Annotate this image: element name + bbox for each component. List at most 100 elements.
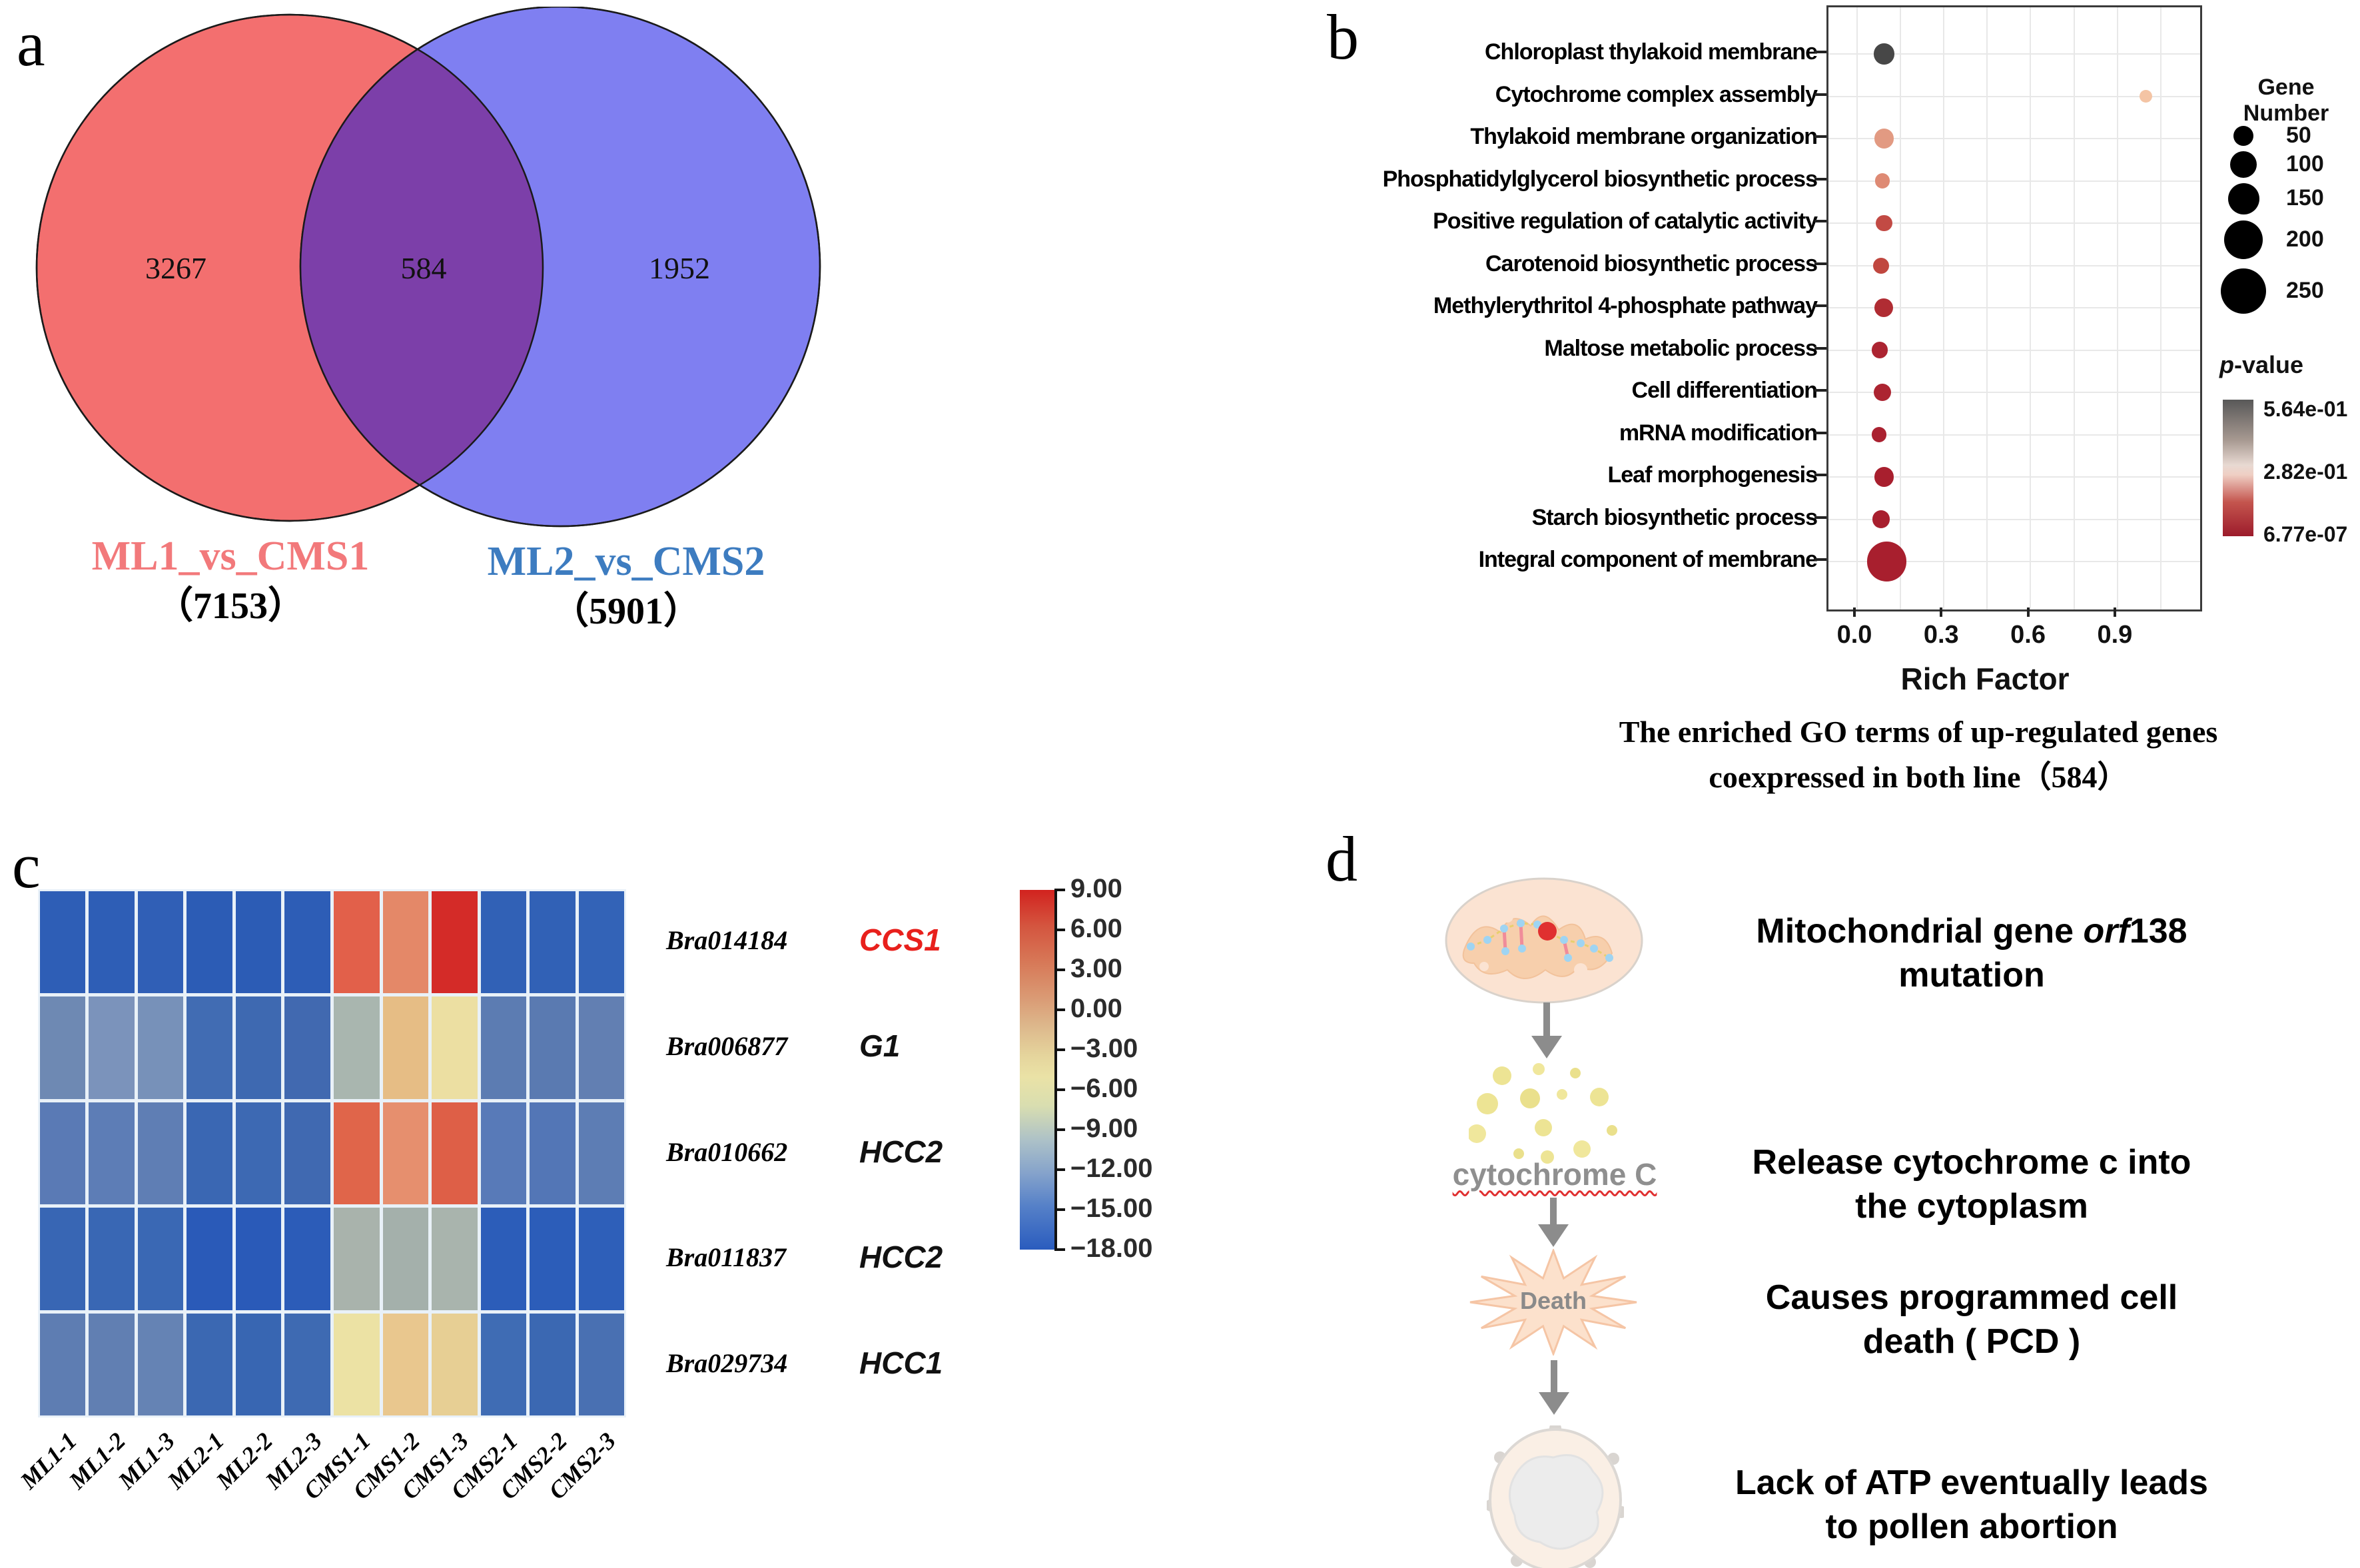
- y-axis-tick: [1814, 177, 1826, 181]
- heatmap-cell: [137, 1208, 184, 1310]
- panel-b-caption-line2: coexpressed in both line（584）: [1709, 760, 2128, 794]
- cytochrome-c-label: cytochrome C: [1452, 1157, 1657, 1192]
- heatmap-cell: [235, 891, 282, 994]
- y-axis-tick: [1814, 51, 1826, 53]
- heatmap-cell: [432, 1102, 478, 1205]
- heatmap-cell: [187, 1313, 232, 1416]
- heatmap-cell: [334, 1313, 380, 1416]
- y-axis-tick: [1814, 220, 1826, 222]
- heatmap-cell: [137, 891, 184, 994]
- heatmap-cell: [432, 1313, 478, 1416]
- go-term-dot: [1872, 257, 1889, 274]
- heatmap-cell: [334, 996, 380, 1099]
- y-axis-tick: [1814, 474, 1826, 476]
- heatmap-cell: [187, 1102, 232, 1205]
- pvalue-tick-mid: 2.82e-01: [2263, 460, 2348, 484]
- heatmap-cell: [284, 1208, 330, 1310]
- heatmap-cell: [39, 996, 86, 1099]
- gridline-horizontal: [1828, 95, 2200, 97]
- heatmap-cell: [89, 996, 135, 1099]
- flow-arrow-1: [1543, 1002, 1550, 1037]
- heatmap-cell: [432, 891, 478, 994]
- y-axis-tick: [1814, 304, 1826, 307]
- colorbar-tick-label: −6.00: [1070, 1074, 1138, 1103]
- colorbar-tick-label: 6.00: [1070, 914, 1122, 943]
- colorbar-tick-label: 3.00: [1070, 954, 1122, 983]
- go-term-label: Cell differentiation: [1631, 378, 1818, 403]
- heatmap-cell: [137, 1102, 184, 1205]
- heatmap-gene-id: Bra010662: [666, 1137, 788, 1167]
- go-term-dot: [1866, 542, 1907, 582]
- colorbar-tick-label: −3.00: [1070, 1034, 1138, 1063]
- y-axis-tick: [1814, 93, 1826, 96]
- gridline-horizontal: [1828, 392, 2200, 393]
- gridline-horizontal: [1828, 307, 2200, 308]
- legend-size-dot: [2221, 268, 2266, 314]
- legend-size-dot: [2227, 183, 2259, 214]
- flow-arrow-2: [1550, 1198, 1557, 1226]
- step2-line2: the cytoplasm: [1855, 1187, 2088, 1226]
- colorbar-tick-mark: [1056, 1088, 1065, 1091]
- colorbar-tick-mark: [1056, 1048, 1065, 1051]
- pvalue-gradient-bar: [2223, 400, 2253, 536]
- panel-a-letter: a: [17, 8, 45, 79]
- legend-size-value: 50: [2286, 123, 2311, 148]
- legend-gene-number-title: Gene Number: [2243, 75, 2329, 126]
- step4-text: Lack of ATP eventually leads to pollen a…: [1679, 1461, 2265, 1549]
- flow-arrow-2-head: [1538, 1224, 1569, 1247]
- heatmap-cell: [530, 1102, 576, 1205]
- heatmap-cell: [382, 1313, 429, 1416]
- gridline-horizontal: [1828, 518, 2200, 520]
- go-term-dot: [1874, 129, 1894, 149]
- heatmap-cell: [284, 1313, 330, 1416]
- legend-pvalue-title: p-value: [2219, 351, 2303, 379]
- heatmap-cell: [578, 1102, 625, 1205]
- legend-size-value: 200: [2286, 226, 2324, 252]
- heatmap-cell: [530, 1208, 576, 1310]
- go-term-label: Maltose metabolic process: [1544, 335, 1818, 361]
- heatmap-gene-symbol: HCC2: [859, 1240, 943, 1274]
- step1-line1-post: 138: [2129, 912, 2187, 951]
- heatmap-cell: [382, 996, 429, 1099]
- step3-line1: Causes programmed cell: [1765, 1278, 2178, 1317]
- legend-size-value: 100: [2286, 151, 2324, 177]
- go-term-label: Integral component of membrane: [1478, 547, 1818, 572]
- heatmap-cell: [235, 1313, 282, 1416]
- gridline-horizontal: [1828, 264, 2200, 266]
- colorbar-tick-mark: [1056, 889, 1065, 891]
- venn-count-right: 1952: [649, 251, 710, 285]
- heatmap-cell: [382, 1208, 429, 1310]
- go-term-dot: [1873, 43, 1894, 65]
- heatmap-cell: [235, 996, 282, 1099]
- heatmap-cell: [382, 1102, 429, 1205]
- pvalue-tick-high: 5.64e-01: [2263, 397, 2348, 421]
- heatmap-cell: [334, 891, 380, 994]
- legend-size-value: 150: [2286, 185, 2324, 210]
- colorbar-tick-label: −15.00: [1070, 1194, 1153, 1223]
- x-axis-tick-label: 0.3: [1923, 621, 1959, 649]
- x-axis-tick-label: 0.0: [1836, 621, 1872, 649]
- y-axis-tick: [1814, 346, 1826, 350]
- x-axis-tick: [2026, 607, 2030, 617]
- venn-circle-ml2-outline: [299, 7, 821, 528]
- legend-size-dot: [2224, 220, 2263, 259]
- y-axis-tick: [1814, 558, 1826, 561]
- colorbar-tick-mark: [1056, 1008, 1065, 1011]
- gridline-horizontal: [1828, 138, 2200, 139]
- heatmap-gene-symbol: HCC1: [859, 1346, 943, 1380]
- death-burst-icon: [1469, 1249, 1637, 1356]
- heatmap-cell: [89, 891, 135, 994]
- gridline-horizontal: [1828, 53, 2200, 55]
- go-term-label: Leaf morphogenesis: [1607, 462, 1818, 488]
- x-axis-tick: [1853, 607, 1856, 617]
- heatmap-cell: [39, 1102, 86, 1205]
- go-term-label: Starch biosynthetic process: [1531, 504, 1818, 530]
- y-axis-tick: [1814, 431, 1826, 434]
- heatmap-gene-id: Bra006877: [666, 1031, 788, 1061]
- y-axis-tick: [1814, 389, 1826, 392]
- step1-line2: mutation: [1898, 956, 2045, 994]
- step1-text: Mitochondrial gene orf138 mutation: [1679, 909, 2265, 997]
- heatmap-cell: [530, 996, 576, 1099]
- heatmap-cell: [432, 1208, 478, 1310]
